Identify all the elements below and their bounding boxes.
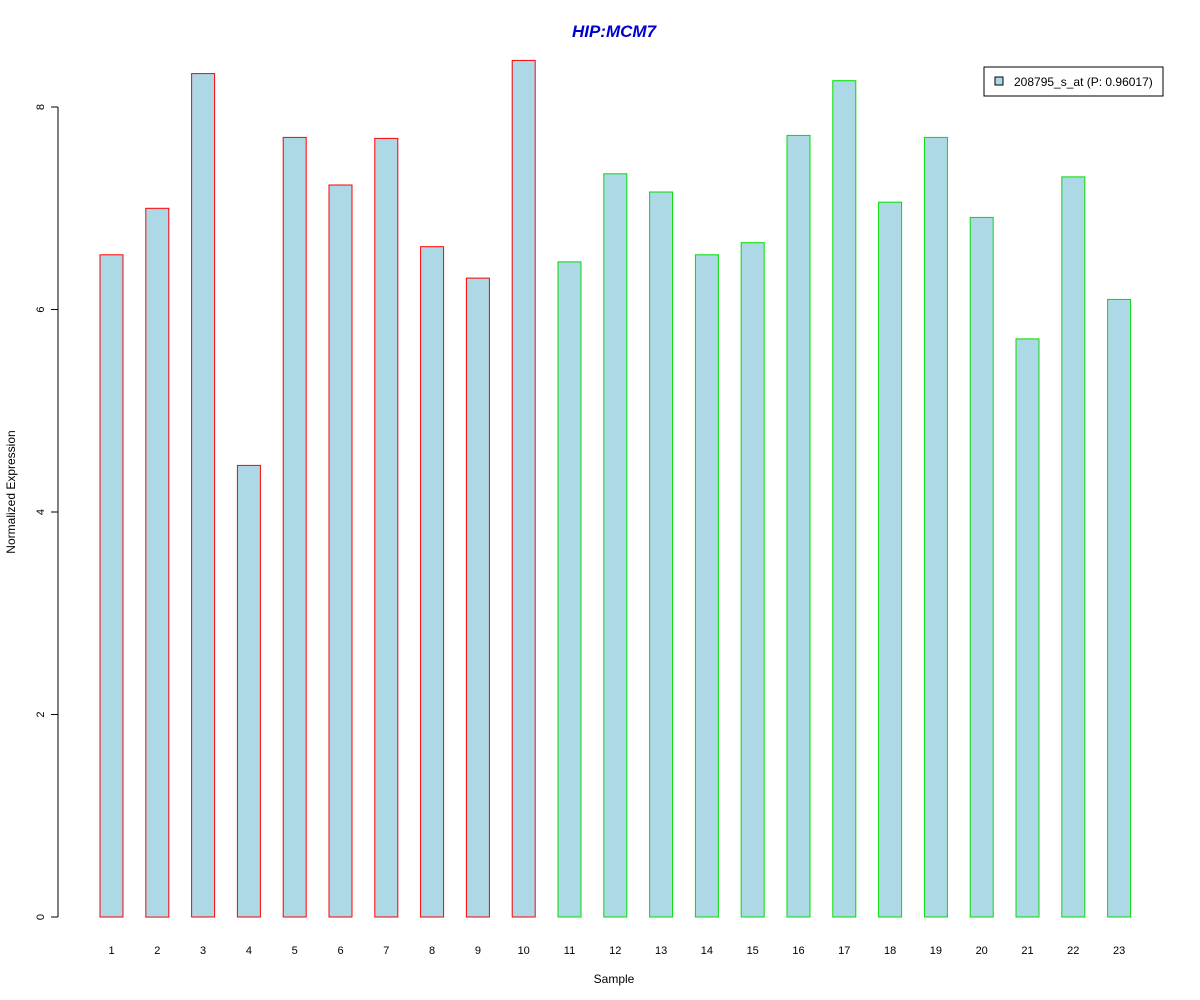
bar — [328, 184, 353, 918]
x-tick-label: 21 — [1021, 945, 1033, 957]
x-tick-label: 4 — [246, 945, 252, 957]
x-tick-label: 13 — [655, 945, 667, 957]
bar — [420, 246, 445, 918]
x-tick-label: 8 — [429, 945, 435, 957]
x-tick-label: 2 — [154, 945, 160, 957]
y-tick-label: 6 — [35, 306, 47, 312]
bar — [99, 254, 124, 918]
x-tick-label: 17 — [838, 945, 850, 957]
legend: 208795_s_at (P: 0.96017) — [983, 66, 1164, 97]
x-tick-label: 16 — [792, 945, 804, 957]
bar — [923, 136, 948, 918]
x-tick-label: 9 — [475, 945, 481, 957]
x-tick-label: 23 — [1113, 945, 1125, 957]
x-tick-label: 3 — [200, 945, 206, 957]
x-tick-label: 14 — [701, 945, 713, 957]
bar — [465, 277, 490, 918]
bar — [236, 464, 261, 918]
bar — [832, 80, 857, 918]
legend-entry: 208795_s_at (P: 0.96017) — [1014, 75, 1153, 89]
bar — [145, 207, 170, 918]
bar — [1061, 176, 1086, 918]
x-tick-label: 20 — [976, 945, 988, 957]
x-tick-label: 18 — [884, 945, 896, 957]
bar — [557, 261, 582, 918]
bar — [740, 242, 765, 918]
x-tick-label: 6 — [337, 945, 343, 957]
bar — [191, 73, 216, 918]
legend-box — [983, 66, 1164, 97]
x-tick-label: 5 — [292, 945, 298, 957]
bar — [1015, 338, 1040, 918]
bar — [878, 201, 903, 918]
y-axis-label: Normalized Expression — [4, 430, 18, 553]
bar — [511, 59, 536, 918]
bar — [649, 191, 674, 918]
legend-swatch — [994, 76, 1004, 86]
x-tick-label: 10 — [518, 945, 530, 957]
bar — [374, 137, 399, 918]
x-tick-labels: 1 2 3 4 5 6 7 8 9 10 11 12 13 14 15 16 17 18 19 20 21 22 23 — [108, 945, 1125, 957]
y-tick-label: 0 — [35, 914, 47, 920]
y-tick-label: 8 — [35, 104, 47, 110]
x-tick-label: 12 — [609, 945, 621, 957]
x-tick-label: 15 — [747, 945, 759, 957]
y-tick-label: 4 — [35, 509, 47, 515]
chart-title: HIP:MCM7 — [572, 22, 658, 41]
bar — [282, 136, 307, 918]
bar — [603, 173, 628, 918]
x-tick-label: 19 — [930, 945, 942, 957]
x-tick-label: 11 — [564, 945, 575, 957]
x-tick-label: 22 — [1067, 945, 1079, 957]
x-tick-label: 7 — [383, 945, 389, 957]
y-tick-label: 2 — [35, 711, 47, 717]
bar — [1107, 298, 1132, 918]
bar — [694, 254, 719, 918]
bars-group — [99, 59, 1132, 918]
bar — [969, 216, 994, 918]
x-tick-label: 1 — [108, 945, 114, 957]
x-axis-label: Sample — [594, 972, 635, 986]
bar — [786, 134, 811, 918]
y-axis: 0 2 4 6 8 — [35, 104, 59, 920]
